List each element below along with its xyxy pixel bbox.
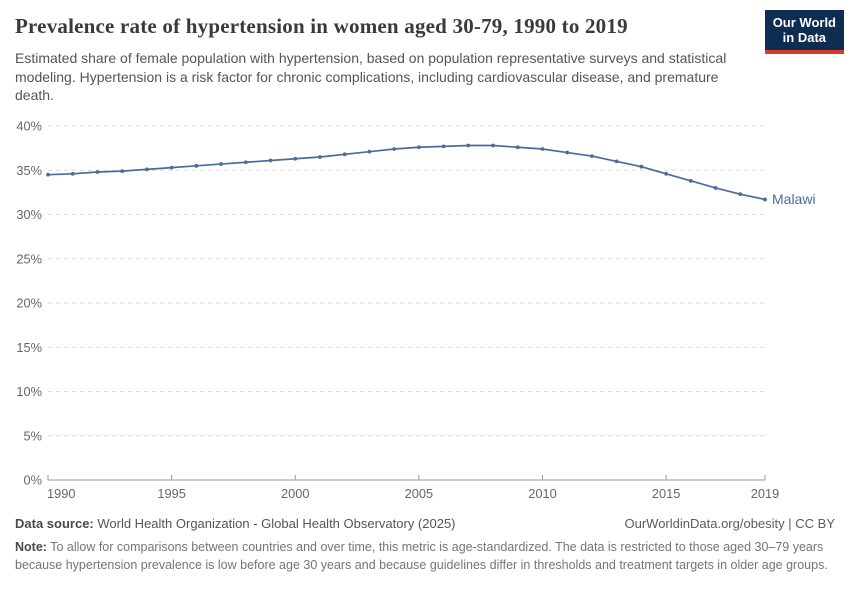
data-point[interactable]	[367, 149, 372, 154]
data-point[interactable]	[144, 167, 149, 172]
y-tick-label: 40%	[16, 119, 42, 134]
trend-line	[47, 144, 766, 201]
data-point[interactable]	[713, 186, 718, 190]
x-tick-label: 2010	[528, 486, 556, 501]
page-title: Prevalence rate of hypertension in women…	[15, 14, 628, 38]
data-point[interactable]	[120, 169, 125, 174]
data-point[interactable]	[441, 144, 446, 149]
note-text: To allow for comparisons between countri…	[15, 540, 828, 572]
y-tick-label: 0%	[24, 473, 43, 488]
data-point[interactable]	[466, 143, 471, 148]
data-point[interactable]	[664, 171, 669, 176]
data-point[interactable]	[95, 170, 100, 174]
data-point[interactable]	[491, 143, 495, 148]
data-point[interactable]	[392, 147, 397, 151]
data-point[interactable]	[540, 147, 545, 151]
data-point[interactable]	[688, 178, 693, 183]
data-point[interactable]	[169, 165, 174, 170]
data-point[interactable]	[293, 156, 298, 161]
data-point[interactable]	[268, 158, 273, 163]
owid-logo-line2: in Data	[782, 30, 827, 46]
y-tick-label: 30%	[16, 207, 42, 222]
datasource-row: Data source: World Health Organization -…	[15, 516, 835, 531]
chart-footer: Data source: World Health Organization -…	[15, 516, 835, 574]
y-tick-label: 5%	[24, 428, 43, 443]
x-tick-label: 2005	[405, 486, 433, 501]
datasource-text: Data source: World Health Organization -…	[15, 516, 456, 531]
data-point[interactable]	[590, 154, 594, 158]
chart-note: Note: To allow for comparisons between c…	[15, 539, 835, 574]
data-point[interactable]	[416, 145, 421, 150]
entity-label[interactable]: Malawi	[772, 191, 816, 207]
data-point[interactable]	[763, 197, 767, 202]
data-point[interactable]	[194, 163, 199, 168]
data-point[interactable]	[738, 192, 743, 197]
data-point[interactable]	[219, 162, 223, 166]
data-point[interactable]	[342, 152, 347, 157]
y-tick-label: 15%	[16, 340, 42, 355]
datasource-label: Data source:	[15, 516, 94, 531]
attribution-link[interactable]: OurWorldinData.org/obesity | CC BY	[624, 516, 836, 531]
data-point[interactable]	[70, 171, 75, 176]
y-tick-label: 25%	[16, 251, 42, 266]
data-point[interactable]	[515, 145, 520, 150]
x-tick-label: 1990	[47, 486, 75, 501]
data-point[interactable]	[318, 155, 322, 159]
y-tick-label: 20%	[16, 296, 42, 311]
data-point[interactable]	[46, 172, 50, 177]
x-tick-label: 1995	[157, 486, 185, 501]
x-tick-label: 2019	[751, 486, 779, 501]
data-point[interactable]	[243, 160, 248, 165]
data-point[interactable]	[614, 159, 619, 164]
chart-subtitle: Estimated share of female population wit…	[15, 50, 727, 104]
x-tick-label: 2015	[652, 486, 680, 501]
x-tick-label: 2000	[281, 486, 309, 501]
owid-logo-line1: Our World	[772, 15, 836, 30]
datasource-value: World Health Organization - Global Healt…	[93, 516, 456, 531]
y-tick-label: 10%	[16, 384, 42, 399]
data-point[interactable]	[639, 164, 644, 169]
data-point[interactable]	[565, 150, 570, 155]
owid-logo[interactable]: Our World in Data	[764, 10, 844, 54]
y-tick-label: 35%	[16, 163, 42, 178]
note-label: Note:	[15, 540, 47, 554]
